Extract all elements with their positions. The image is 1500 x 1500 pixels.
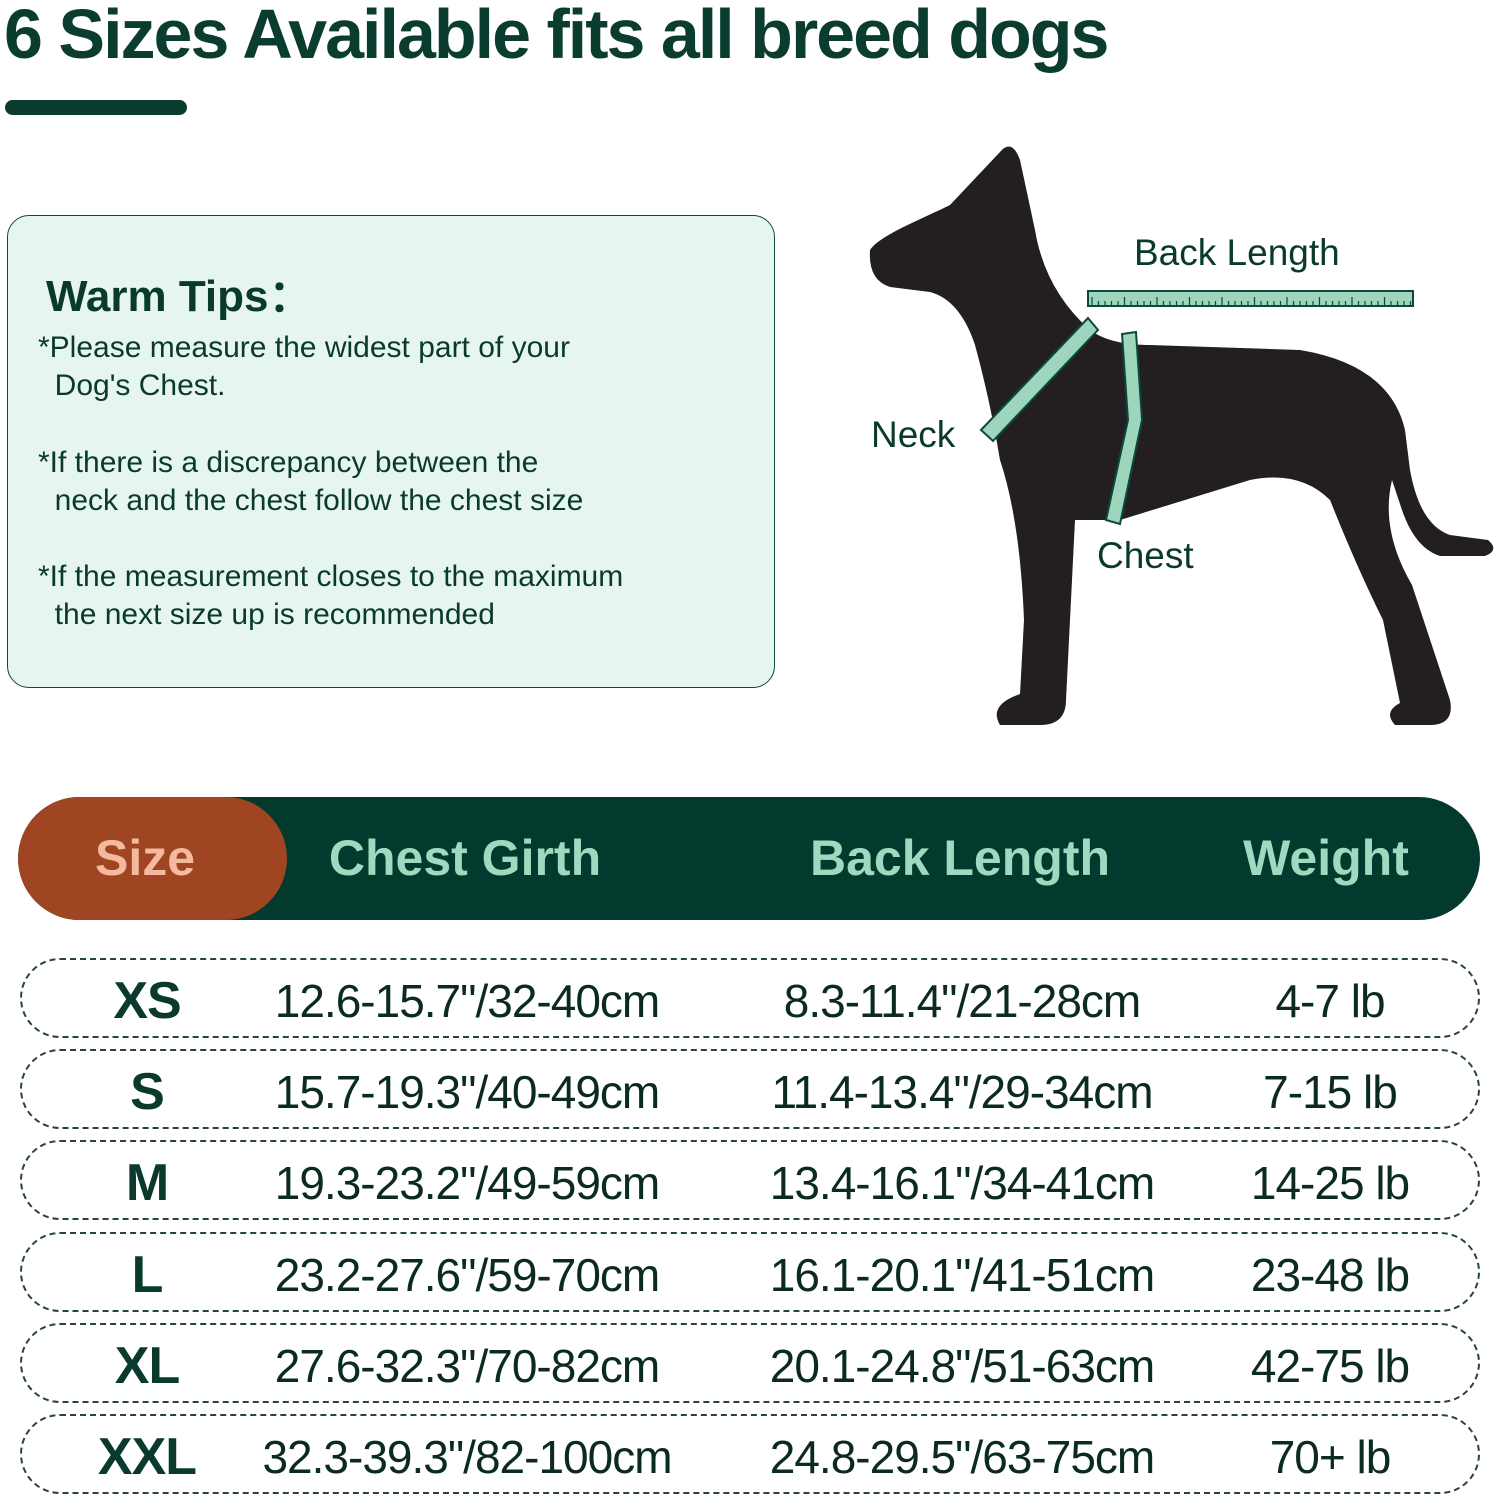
chest-girth-cell: 23.2-27.6"/59-70cm xyxy=(274,1249,660,1301)
weight-cell: 7-15 lb xyxy=(1263,1066,1398,1118)
title-underline xyxy=(5,100,187,115)
size-cell: XXL xyxy=(97,1428,197,1486)
table-row: M 19.3-23.2"/49-59cm 13.4-16.1"/34-41cm 14-… xyxy=(20,1140,1480,1220)
header-back-length: Back Length xyxy=(809,830,1111,886)
back-length-cell: 11.4-13.4"/29-34cm xyxy=(771,1066,1153,1118)
weight-cell: 23-48 lb xyxy=(1250,1249,1410,1301)
chest-label: Chest xyxy=(1097,535,1194,576)
weight-cell: 42-75 lb xyxy=(1250,1340,1410,1392)
table-row: XXL 32.3-39.3"/82-100cm 24.8-29.5"/63-75cm… xyxy=(20,1414,1480,1494)
table-row: XS 12.6-15.7"/32-40cm 8.3-11.4"/21-28cm 4-7… xyxy=(20,958,1480,1038)
chest-girth-cell: 27.6-32.3"/70-82cm xyxy=(274,1340,660,1392)
size-cell: XL xyxy=(114,1337,180,1395)
size-cell: L xyxy=(131,1246,164,1304)
back-length-cell: 16.1-20.1"/41-51cm xyxy=(769,1249,1155,1301)
back-length-cell: 13.4-16.1"/34-41cm xyxy=(769,1157,1155,1209)
tips-heading: Warm Tips： xyxy=(46,272,313,321)
chest-ruler xyxy=(1104,330,1144,526)
back-length-cell: 20.1-24.8"/51-63cm xyxy=(769,1340,1155,1392)
chest-girth-cell: 15.7-19.3"/40-49cm xyxy=(274,1066,660,1118)
dog-silhouette xyxy=(869,146,1494,726)
size-table-header: Size Chest Girth Back Length Weight xyxy=(18,797,1480,920)
table-row: S 15.7-19.3"/40-49cm 11.4-13.4"/29-34cm 7-1… xyxy=(20,1049,1480,1129)
back-length-cell: 8.3-11.4"/21-28cm xyxy=(783,975,1141,1027)
size-header-pill xyxy=(18,797,287,920)
tip-item: *Please measure the widest part of your … xyxy=(38,331,570,402)
table-row: XL 27.6-32.3"/70-82cm 20.1-24.8"/51-63cm 42… xyxy=(20,1323,1480,1403)
header-weight: Weight xyxy=(1243,830,1409,886)
size-cell: M xyxy=(125,1154,169,1212)
chest-girth-cell: 19.3-23.2"/49-59cm xyxy=(274,1157,660,1209)
table-row: L 23.2-27.6"/59-70cm 16.1-20.1"/41-51cm 23-… xyxy=(20,1232,1480,1312)
neck-label: Neck xyxy=(871,414,956,455)
back-length-label: Back Length xyxy=(1134,232,1340,273)
back-length-cell: 24.8-29.5"/63-75cm xyxy=(769,1431,1155,1483)
header-chest-girth: Chest Girth xyxy=(328,830,602,886)
tip-item: *If there is a discrepancy between the n… xyxy=(38,446,584,517)
header-size: Size xyxy=(94,830,196,886)
weight-cell: 70+ lb xyxy=(1269,1431,1392,1483)
page-title: 6 Sizes Available fits all breed dogs xyxy=(4,0,1109,73)
chest-girth-cell: 12.6-15.7"/32-40cm xyxy=(274,975,660,1027)
back-length-ruler xyxy=(1087,290,1414,307)
weight-cell: 4-7 lb xyxy=(1275,975,1385,1027)
warm-tips-box: Warm Tips： *Please measure the widest pa… xyxy=(7,215,775,688)
tip-item: *If the measurement closes to the maximu… xyxy=(38,560,624,631)
neck-ruler xyxy=(979,316,1100,443)
size-cell: S xyxy=(130,1063,165,1121)
chest-girth-cell: 32.3-39.3"/82-100cm xyxy=(262,1431,672,1483)
weight-cell: 14-25 lb xyxy=(1250,1157,1410,1209)
dog-measurement-diagram xyxy=(869,146,1494,726)
size-cell: XS xyxy=(113,972,181,1030)
